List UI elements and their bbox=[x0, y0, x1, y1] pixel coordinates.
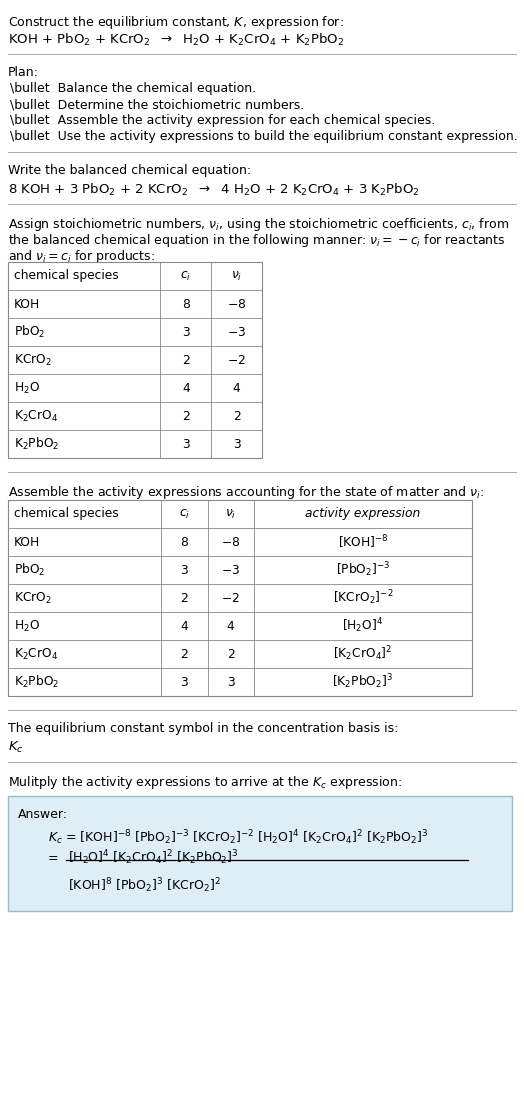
Text: 4: 4 bbox=[182, 381, 190, 395]
Text: activity expression: activity expression bbox=[305, 508, 421, 521]
Text: Write the balanced chemical equation:: Write the balanced chemical equation: bbox=[8, 164, 251, 177]
Text: [KOH]$^{-8}$: [KOH]$^{-8}$ bbox=[337, 533, 388, 551]
Text: Mulitply the activity expressions to arrive at the $K_c$ expression:: Mulitply the activity expressions to arr… bbox=[8, 774, 402, 791]
Text: KOH + PbO$_2$ + KCrO$_2$  $\rightarrow$  H$_2$O + K$_2$CrO$_4$ + K$_2$PbO$_2$: KOH + PbO$_2$ + KCrO$_2$ $\rightarrow$ H… bbox=[8, 32, 344, 48]
Text: 2: 2 bbox=[182, 410, 190, 422]
Text: 2: 2 bbox=[233, 410, 241, 422]
Text: \bullet  Use the activity expressions to build the equilibrium constant expressi: \bullet Use the activity expressions to … bbox=[10, 130, 518, 143]
Text: 2: 2 bbox=[180, 647, 188, 660]
Text: [H$_2$O]$^{4}$: [H$_2$O]$^{4}$ bbox=[343, 617, 384, 635]
Text: $K_c$: $K_c$ bbox=[8, 740, 24, 755]
Bar bbox=[8, 500, 472, 696]
Text: $c_i$: $c_i$ bbox=[180, 269, 191, 282]
Text: 4: 4 bbox=[227, 620, 235, 633]
Text: chemical species: chemical species bbox=[14, 508, 119, 521]
Text: the balanced chemical equation in the following manner: $\nu_i = -c_i$ for react: the balanced chemical equation in the fo… bbox=[8, 232, 506, 249]
Text: Assign stoichiometric numbers, $\nu_i$, using the stoichiometric coefficients, $: Assign stoichiometric numbers, $\nu_i$, … bbox=[8, 217, 509, 233]
Text: PbO$_2$: PbO$_2$ bbox=[14, 324, 46, 340]
Text: [KOH]$^{8}$ [PbO$_2$]$^{3}$ [KCrO$_2$]$^{2}$: [KOH]$^{8}$ [PbO$_2$]$^{3}$ [KCrO$_2$]$^… bbox=[68, 876, 221, 895]
Text: K$_2$CrO$_4$: K$_2$CrO$_4$ bbox=[14, 409, 58, 423]
Text: 2: 2 bbox=[180, 591, 188, 604]
Text: [KCrO$_2$]$^{-2}$: [KCrO$_2$]$^{-2}$ bbox=[333, 589, 393, 608]
Text: 3: 3 bbox=[180, 564, 188, 577]
Text: K$_2$PbO$_2$: K$_2$PbO$_2$ bbox=[14, 674, 59, 690]
Text: \bullet  Determine the stoichiometric numbers.: \bullet Determine the stoichiometric num… bbox=[10, 98, 304, 111]
Text: 3: 3 bbox=[180, 676, 188, 688]
Text: [H$_2$O]$^{4}$ [K$_2$CrO$_4$]$^{2}$ [K$_2$PbO$_2$]$^{3}$: [H$_2$O]$^{4}$ [K$_2$CrO$_4$]$^{2}$ [K$_… bbox=[68, 848, 239, 867]
Text: 4: 4 bbox=[233, 381, 241, 395]
Text: PbO$_2$: PbO$_2$ bbox=[14, 562, 46, 578]
Text: Assemble the activity expressions accounting for the state of matter and $\nu_i$: Assemble the activity expressions accoun… bbox=[8, 484, 484, 501]
Text: H$_2$O: H$_2$O bbox=[14, 619, 40, 633]
Text: \bullet  Balance the chemical equation.: \bullet Balance the chemical equation. bbox=[10, 82, 256, 95]
Text: K$_2$PbO$_2$: K$_2$PbO$_2$ bbox=[14, 436, 59, 452]
Text: $-$2: $-$2 bbox=[227, 354, 246, 366]
Text: 2: 2 bbox=[182, 354, 190, 366]
Text: $-$3: $-$3 bbox=[227, 325, 246, 338]
Text: K$_2$CrO$_4$: K$_2$CrO$_4$ bbox=[14, 646, 58, 662]
Text: Answer:: Answer: bbox=[18, 808, 68, 821]
Text: 3: 3 bbox=[227, 676, 235, 688]
Text: The equilibrium constant symbol in the concentration basis is:: The equilibrium constant symbol in the c… bbox=[8, 722, 398, 735]
Text: $-$8: $-$8 bbox=[221, 535, 241, 548]
Text: \bullet  Assemble the activity expression for each chemical species.: \bullet Assemble the activity expression… bbox=[10, 114, 435, 127]
Text: $K_c$ = [KOH]$^{-8}$ [PbO$_2$]$^{-3}$ [KCrO$_2$]$^{-2}$ [H$_2$O]$^{4}$ [K$_2$CrO: $K_c$ = [KOH]$^{-8}$ [PbO$_2$]$^{-3}$ [K… bbox=[48, 828, 429, 846]
Text: 3: 3 bbox=[182, 437, 190, 451]
Text: Plan:: Plan: bbox=[8, 66, 39, 79]
Text: 3: 3 bbox=[233, 437, 241, 451]
Text: KOH: KOH bbox=[14, 535, 40, 548]
Text: H$_2$O: H$_2$O bbox=[14, 380, 40, 396]
Text: 2: 2 bbox=[227, 647, 235, 660]
Text: and $\nu_i = c_i$ for products:: and $\nu_i = c_i$ for products: bbox=[8, 248, 155, 265]
Text: 8 KOH + 3 PbO$_2$ + 2 KCrO$_2$  $\rightarrow$  4 H$_2$O + 2 K$_2$CrO$_4$ + 3 K$_: 8 KOH + 3 PbO$_2$ + 2 KCrO$_2$ $\rightar… bbox=[8, 182, 420, 198]
Text: $-$8: $-$8 bbox=[227, 298, 246, 311]
Text: $c_i$: $c_i$ bbox=[179, 508, 190, 521]
Text: 4: 4 bbox=[180, 620, 188, 633]
Text: [PbO$_2$]$^{-3}$: [PbO$_2$]$^{-3}$ bbox=[336, 560, 390, 579]
FancyBboxPatch shape bbox=[8, 796, 512, 911]
Text: [K$_2$CrO$_4$]$^{2}$: [K$_2$CrO$_4$]$^{2}$ bbox=[333, 645, 392, 664]
Text: 8: 8 bbox=[182, 298, 190, 311]
Text: $-$2: $-$2 bbox=[221, 591, 240, 604]
Text: KCrO$_2$: KCrO$_2$ bbox=[14, 590, 52, 606]
Text: [K$_2$PbO$_2$]$^{3}$: [K$_2$PbO$_2$]$^{3}$ bbox=[332, 673, 394, 691]
Text: 8: 8 bbox=[180, 535, 188, 548]
Text: 3: 3 bbox=[182, 325, 190, 338]
Bar bbox=[8, 262, 262, 458]
Text: $\nu_i$: $\nu_i$ bbox=[231, 269, 242, 282]
Text: KCrO$_2$: KCrO$_2$ bbox=[14, 353, 52, 367]
Text: KOH: KOH bbox=[14, 298, 40, 311]
Text: =: = bbox=[48, 852, 59, 865]
Text: chemical species: chemical species bbox=[14, 269, 119, 282]
Text: $\nu_i$: $\nu_i$ bbox=[225, 508, 236, 521]
Text: Construct the equilibrium constant, $K$, expression for:: Construct the equilibrium constant, $K$,… bbox=[8, 14, 344, 31]
Text: $-$3: $-$3 bbox=[221, 564, 240, 577]
